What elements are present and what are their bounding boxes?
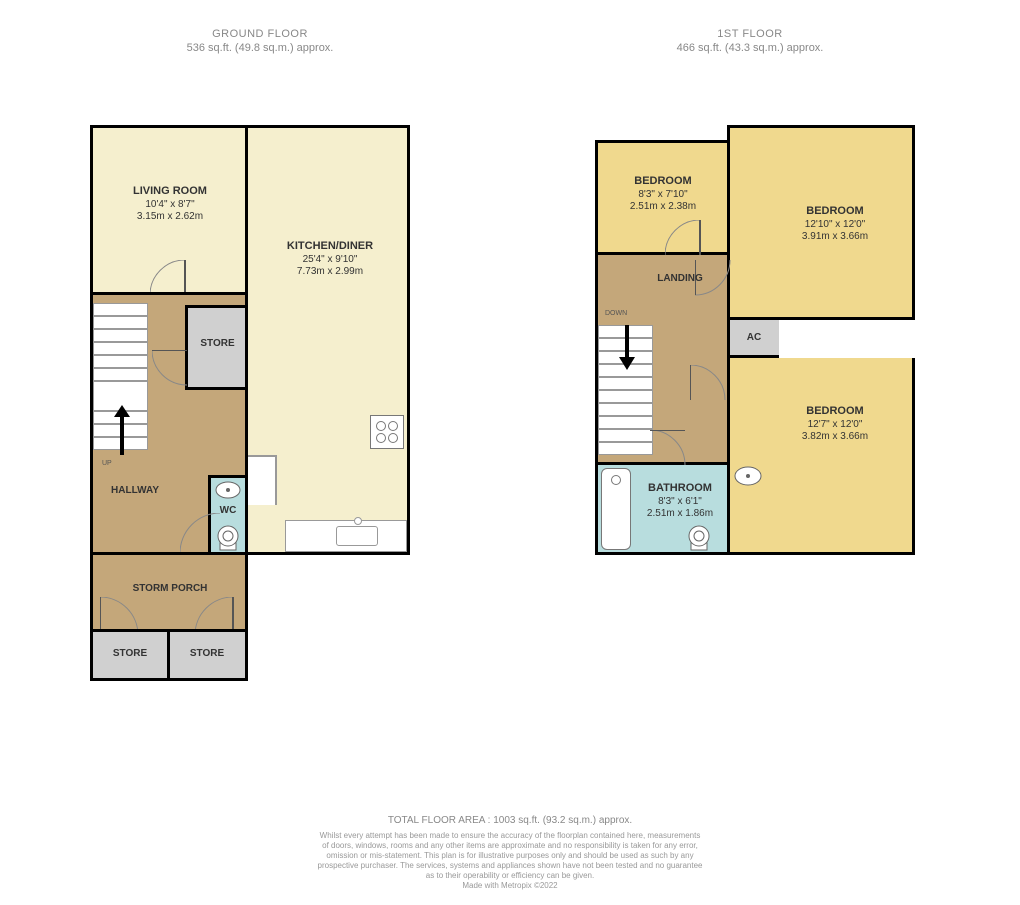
up-label: UP xyxy=(102,460,112,467)
up-arrow-icon xyxy=(112,405,132,455)
bathtub-icon xyxy=(601,468,631,550)
first-floor-title: 1ST FLOOR 466 sq.ft. (43.3 sq.m.) approx… xyxy=(620,27,880,56)
down-arrow-icon xyxy=(617,325,637,370)
bedroom-r2-room xyxy=(727,355,915,555)
ac-room xyxy=(727,317,782,358)
ground-title-text: GROUND FLOOR xyxy=(130,27,390,41)
void-gap xyxy=(779,320,915,358)
toilet-icon xyxy=(685,525,713,551)
kitchen-counter xyxy=(245,455,277,505)
store-left-room xyxy=(90,629,170,681)
disclaimer-line: of doors, windows, rooms and any other i… xyxy=(0,841,1020,851)
floorplan-page: GROUND FLOOR 536 sq.ft. (49.8 sq.m.) app… xyxy=(0,0,1020,905)
total-area-text: TOTAL FLOOR AREA : 1003 sq.ft. (93.2 sq.… xyxy=(0,815,1020,828)
first-floor-plan: DOWN BEDROOM 8'3" x 7'10" 2.51m x 2.38m … xyxy=(595,125,915,585)
disclaimer-line: as to their operability or efficiency ca… xyxy=(0,871,1020,881)
door-arc-icon xyxy=(650,430,695,475)
disclaimer-line: omission or mis-statement. This plan is … xyxy=(0,851,1020,861)
store-right-room xyxy=(167,629,248,681)
ground-subtitle-text: 536 sq.ft. (49.8 sq.m.) approx. xyxy=(130,41,390,55)
basin-icon xyxy=(214,480,242,500)
footer-block: TOTAL FLOOR AREA : 1003 sq.ft. (93.2 sq.… xyxy=(0,815,1020,891)
door-arc-icon xyxy=(690,365,740,415)
door-arc-icon xyxy=(152,350,202,400)
ground-floor-title: GROUND FLOOR 536 sq.ft. (49.8 sq.m.) app… xyxy=(130,27,390,56)
down-label: DOWN xyxy=(605,310,627,317)
ground-floor-plan: UP LIVING ROOM 10'4" x 8'7" 3.15m x 2.62… xyxy=(90,125,410,725)
door-arc-icon xyxy=(695,260,745,310)
basin-icon xyxy=(733,465,763,487)
disclaimer-line: prospective purchaser. The services, sys… xyxy=(0,861,1020,871)
bedroom-r1-room xyxy=(727,125,915,320)
first-title-text: 1ST FLOOR xyxy=(620,27,880,41)
kitchen-worktop xyxy=(285,520,407,552)
credit-line: Made with Metropix ©2022 xyxy=(0,881,1020,891)
hob-icon xyxy=(370,415,404,449)
disclaimer-line: Whilst every attempt has been made to en… xyxy=(0,831,1020,841)
first-subtitle-text: 466 sq.ft. (43.3 sq.m.) approx. xyxy=(620,41,880,55)
